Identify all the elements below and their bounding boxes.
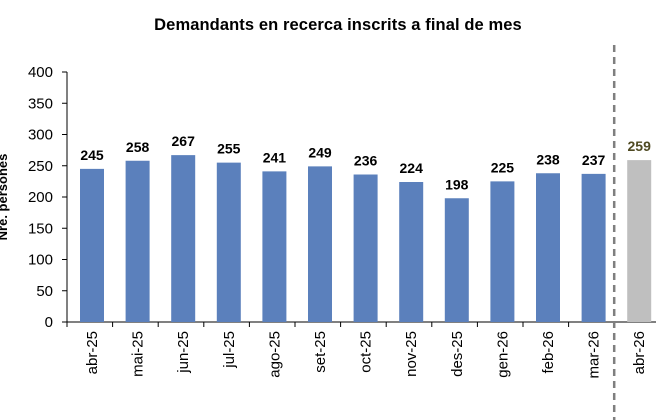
data-label: 255 xyxy=(217,141,241,157)
y-tick-label: 50 xyxy=(36,283,53,300)
bar xyxy=(216,162,241,322)
data-label: 224 xyxy=(400,160,424,176)
category-label: set-25 xyxy=(312,331,329,373)
y-tick-label: 300 xyxy=(28,127,53,144)
data-label: 259 xyxy=(628,138,652,154)
data-label: 258 xyxy=(126,139,150,155)
bar xyxy=(262,171,287,322)
bar xyxy=(399,182,424,322)
bar xyxy=(171,155,196,322)
bar xyxy=(627,160,652,322)
bar xyxy=(536,173,560,322)
category-label: des-25 xyxy=(449,331,466,377)
data-label: 241 xyxy=(263,149,287,165)
category-label: gen-26 xyxy=(494,331,511,378)
category-label: mar-26 xyxy=(586,331,603,379)
y-tick-label: 400 xyxy=(28,64,53,81)
y-tick-label: 350 xyxy=(28,95,53,112)
data-label: 225 xyxy=(491,159,515,175)
category-label: feb-26 xyxy=(540,331,557,374)
bar xyxy=(581,173,606,322)
data-label: 249 xyxy=(308,144,332,160)
bar xyxy=(444,198,469,322)
y-axis-title: Nre. persones xyxy=(0,154,10,241)
bar xyxy=(80,168,104,322)
bar xyxy=(353,174,378,322)
data-label: 238 xyxy=(536,151,560,167)
category-label: oct-25 xyxy=(358,331,375,373)
category-label: mai-25 xyxy=(130,331,147,377)
y-tick-label: 250 xyxy=(28,158,53,175)
bar xyxy=(490,181,515,322)
data-label: 198 xyxy=(445,176,469,192)
chart-title: Demandants en recerca inscrits a final d… xyxy=(154,16,522,34)
y-tick-label: 200 xyxy=(28,189,53,206)
y-tick-label: 150 xyxy=(28,220,53,237)
bar xyxy=(308,166,332,322)
y-tick-label: 100 xyxy=(28,252,53,269)
data-label: 245 xyxy=(80,147,104,163)
y-tick-label: 0 xyxy=(45,314,53,331)
data-label: 237 xyxy=(582,152,606,168)
category-label: ago-25 xyxy=(266,331,283,378)
bar xyxy=(125,160,150,322)
category-label: abr-26 xyxy=(631,331,648,374)
data-label: 236 xyxy=(354,153,378,169)
data-label: 267 xyxy=(172,133,196,149)
category-label: nov-25 xyxy=(403,331,420,377)
category-label: jun-25 xyxy=(175,331,192,374)
category-label: jul-25 xyxy=(221,331,238,369)
category-label: abr-25 xyxy=(84,331,101,374)
